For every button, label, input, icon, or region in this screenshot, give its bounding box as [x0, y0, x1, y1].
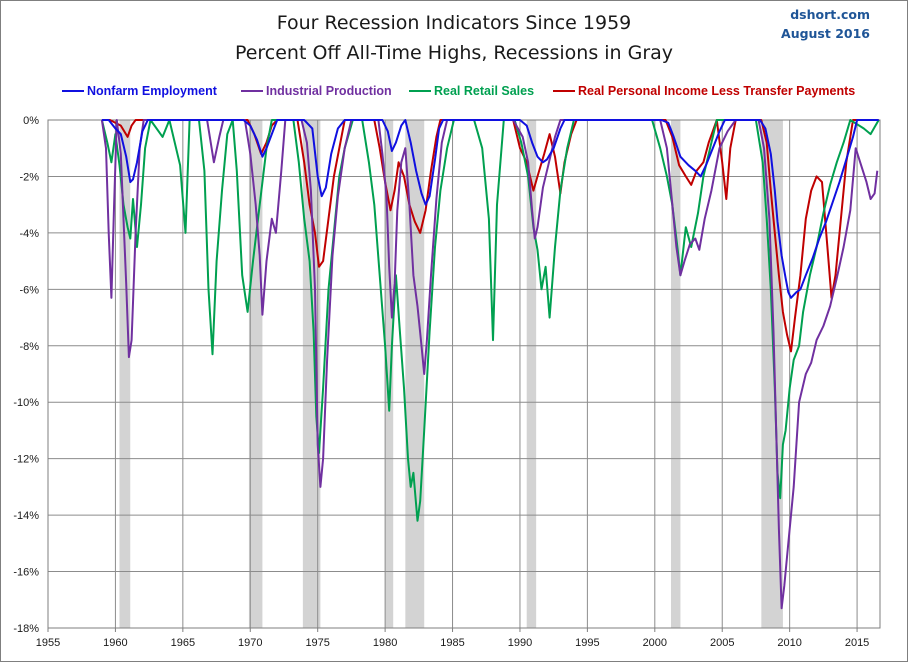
x-tick-label-5: 1980 — [373, 637, 397, 649]
x-tick-label-2: 1965 — [171, 637, 195, 649]
legend-item-1: Industrial Production — [241, 84, 392, 100]
source-label: dshort.com — [790, 7, 870, 22]
legend-swatch-1 — [241, 89, 263, 92]
y-tick-label-9: -18% — [13, 623, 39, 635]
x-tick-label-7: 1990 — [508, 637, 532, 649]
y-tick-label-7: -14% — [13, 510, 39, 522]
x-tick-label-6: 1985 — [440, 637, 464, 649]
y-tick-label-5: -10% — [13, 397, 39, 409]
series-line-0 — [101, 119, 879, 299]
legend-label-2: Real Retail Sales — [434, 84, 535, 98]
series-line-2 — [100, 119, 880, 522]
y-tick-label-2: -4% — [19, 228, 39, 240]
date-label: August 2016 — [781, 26, 870, 41]
y-tick-label-4: -8% — [19, 341, 39, 353]
legend-swatch-3 — [553, 89, 575, 92]
series-line-3 — [101, 119, 879, 353]
x-tick-label-8: 1995 — [575, 637, 599, 649]
legend-label-3: Real Personal Income Less Transfer Payme… — [578, 84, 856, 98]
recession-band-5 — [526, 120, 537, 628]
recession-band-3 — [385, 120, 394, 628]
legend-label-0: Nonfarm Employment — [87, 84, 217, 98]
legend-item-0: Nonfarm Employment — [62, 84, 217, 100]
x-tick-label-11: 2010 — [777, 637, 801, 649]
recession-band-0 — [119, 120, 131, 628]
x-tick-label-1: 1960 — [103, 637, 127, 649]
y-tick-label-1: -2% — [19, 171, 39, 183]
x-tick-label-9: 2000 — [643, 637, 667, 649]
y-tick-label-6: -12% — [13, 454, 39, 466]
x-tick-label-10: 2005 — [710, 637, 734, 649]
y-tick-label-3: -6% — [19, 284, 39, 296]
legend: Nonfarm Employment Industrial Production R… — [0, 84, 908, 100]
y-tick-label-8: -16% — [13, 567, 39, 579]
legend-swatch-2 — [409, 89, 431, 92]
legend-item-2: Real Retail Sales — [409, 84, 534, 100]
chart-title-line1: Four Recession Indicators Since 1959 — [276, 12, 632, 34]
legend-swatch-0 — [62, 89, 84, 92]
x-tick-label-0: 1955 — [36, 637, 60, 649]
recession-band-6 — [670, 120, 681, 628]
legend-item-3: Real Personal Income Less Transfer Payme… — [553, 84, 855, 100]
x-tick-label-12: 2015 — [845, 637, 869, 649]
chart-title-line2: Percent Off All-Time Highs, Recessions i… — [234, 42, 674, 64]
legend-label-1: Industrial Production — [266, 84, 392, 98]
y-tick-label-0: 0% — [23, 115, 39, 127]
x-tick-label-3: 1970 — [238, 637, 262, 649]
plot-area — [48, 120, 880, 628]
x-tick-label-4: 1975 — [305, 637, 329, 649]
